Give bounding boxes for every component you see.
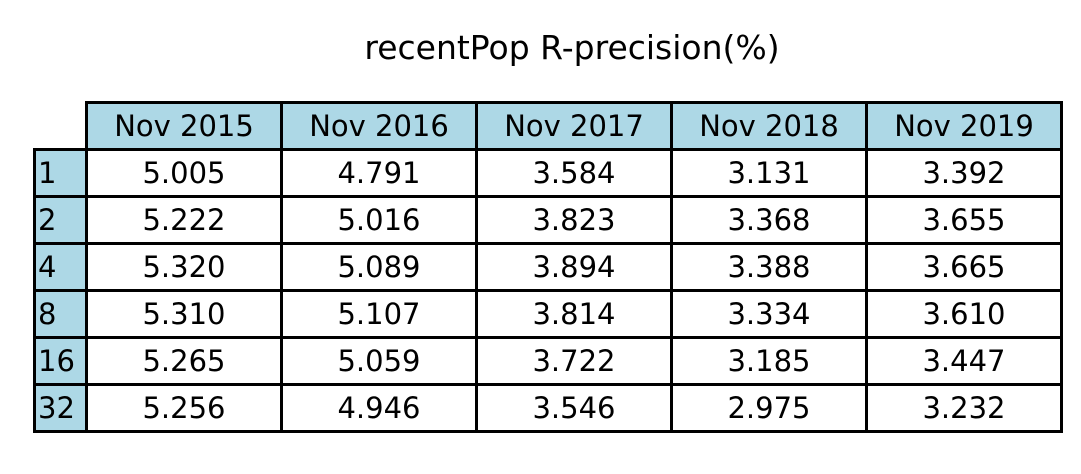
table-row: 32 5.256 4.946 3.546 2.975 3.232 <box>33 383 1063 433</box>
table-cell: 3.131 <box>670 148 868 198</box>
column-header: Nov 2017 <box>475 101 673 151</box>
table-cell: 3.388 <box>670 242 868 292</box>
table-cell: 5.256 <box>85 383 283 433</box>
table-cell: 3.584 <box>475 148 673 198</box>
table-row: 2 5.222 5.016 3.823 3.368 3.655 <box>33 195 1063 245</box>
table-cell: 5.320 <box>85 242 283 292</box>
table-cell: 3.392 <box>865 148 1063 198</box>
corner-cell <box>35 103 87 150</box>
table-cell: 5.016 <box>280 195 478 245</box>
table-row: 16 5.265 5.059 3.722 3.185 3.447 <box>33 336 1063 386</box>
table-cell: 5.222 <box>85 195 283 245</box>
header-row: Nov 2015 Nov 2016 Nov 2017 Nov 2018 Nov … <box>35 101 1063 151</box>
table-cell: 3.665 <box>865 242 1063 292</box>
table-cell: 3.894 <box>475 242 673 292</box>
table-cell: 3.610 <box>865 289 1063 339</box>
table-cell: 4.946 <box>280 383 478 433</box>
row-header: 4 <box>33 242 88 292</box>
chart-title: recentPop R-precision(%) <box>364 28 780 67</box>
table-cell: 5.005 <box>85 148 283 198</box>
table-cell: 5.265 <box>85 336 283 386</box>
table-cell: 3.334 <box>670 289 868 339</box>
table-cell: 3.546 <box>475 383 673 433</box>
row-header: 1 <box>33 148 88 198</box>
table-cell: 3.185 <box>670 336 868 386</box>
column-header: Nov 2015 <box>85 101 283 151</box>
table-cell: 2.975 <box>670 383 868 433</box>
table-cell: 3.232 <box>865 383 1063 433</box>
table-cell: 4.791 <box>280 148 478 198</box>
table-cell: 3.823 <box>475 195 673 245</box>
row-header: 2 <box>33 195 88 245</box>
table-row: 8 5.310 5.107 3.814 3.334 3.610 <box>33 289 1063 339</box>
table-row: 1 5.005 4.791 3.584 3.131 3.392 <box>33 148 1063 198</box>
row-header: 16 <box>33 336 88 386</box>
table-cell: 5.310 <box>85 289 283 339</box>
table-cell: 3.447 <box>865 336 1063 386</box>
row-header: 32 <box>33 383 88 433</box>
table-row: 4 5.320 5.089 3.894 3.388 3.665 <box>33 242 1063 292</box>
row-header: 8 <box>33 289 88 339</box>
column-header: Nov 2019 <box>865 101 1063 151</box>
table-cell: 3.368 <box>670 195 868 245</box>
column-header: Nov 2018 <box>670 101 868 151</box>
table-cell: 3.722 <box>475 336 673 386</box>
results-table: Nov 2015 Nov 2016 Nov 2017 Nov 2018 Nov … <box>33 101 1063 433</box>
table-cell: 5.059 <box>280 336 478 386</box>
table-cell: 3.655 <box>865 195 1063 245</box>
table-cell: 5.089 <box>280 242 478 292</box>
table-cell: 5.107 <box>280 289 478 339</box>
column-header: Nov 2016 <box>280 101 478 151</box>
table-cell: 3.814 <box>475 289 673 339</box>
